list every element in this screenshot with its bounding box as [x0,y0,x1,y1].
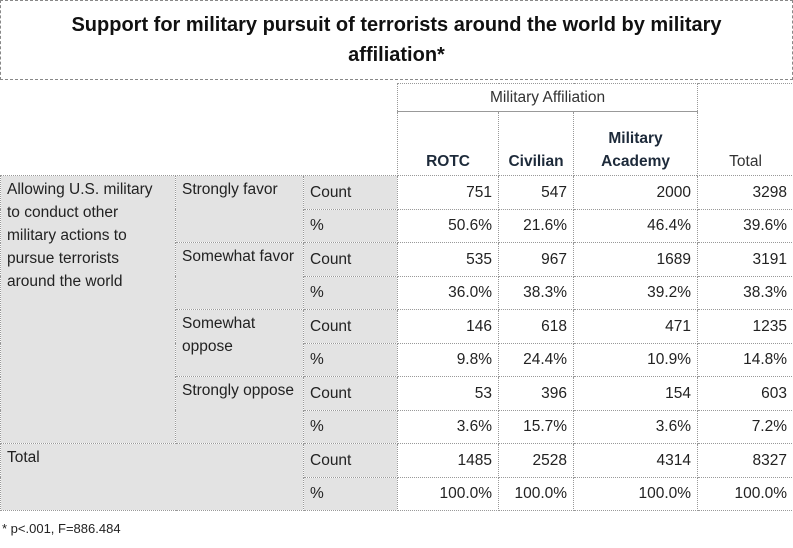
cell-value: 100.0% [397,476,500,511]
cell-value: 396 [498,376,575,411]
data-row: Somewhat oppose Count 146 618 471 1235 [1,309,793,377]
cell-value: 2000 [573,175,699,210]
stat-label: % [302,208,399,243]
category-label: Somewhat oppose [175,309,304,377]
stat-label: % [302,409,399,444]
cell-value: 3298 [697,175,793,210]
data-row: Allowing U.S. military to conduct other … [0,175,793,444]
column-header: Military Academy [573,111,699,176]
cell-value: 39.2% [573,275,699,310]
data-row: % 36.0% 38.3% 39.2% 38.3% [1,275,793,310]
cell-value: 46.4% [573,208,699,243]
cell-value: 1485 [397,443,500,478]
column-header: ROTC [397,111,500,176]
footnote: * p<.001, F=886.484 [2,521,121,536]
cell-value: 154 [573,376,699,411]
stat-label: Count [302,242,399,277]
crosstab: Military Affiliation Total ROTC Civilian… [0,83,793,511]
stat-label: Count [302,175,399,210]
cell-value: 146 [397,309,500,344]
cell-value: 967 [498,242,575,277]
cell-value: 38.3% [498,275,575,310]
stat-label: % [302,275,399,310]
data-row: % 50.6% 21.6% 46.4% 39.6% [1,208,793,243]
row-label: Allowing U.S. military to conduct other … [0,175,176,444]
stat-label: % [302,342,399,377]
cell-value: 36.0% [397,275,500,310]
table-title: Support for military pursuit of terroris… [0,0,793,80]
cell-value: 618 [498,309,575,344]
cell-value: 7.2% [697,409,793,444]
cell-value: 4314 [573,443,699,478]
category-label: Strongly favor [175,175,304,243]
cell-value: 100.0% [697,476,793,511]
group-header: Military Affiliation [397,83,699,112]
cell-value: 3.6% [573,409,699,444]
data-row: % 9.8% 24.4% 10.9% 14.8% [1,342,793,377]
cell-value: 9.8% [397,342,500,377]
column-header: Total [697,83,793,176]
category-label: Strongly oppose [175,376,304,444]
cell-value: 1689 [573,242,699,277]
cell-value: 14.8% [697,342,793,377]
cell-value: 15.7% [498,409,575,444]
cell-value: 547 [498,175,575,210]
stat-label: Count [302,376,399,411]
category-label: Somewhat favor [175,242,304,310]
cell-value: 100.0% [573,476,699,511]
stat-label: Count [302,443,399,478]
cell-value: 50.6% [397,208,500,243]
stat-label: % [302,476,399,511]
cell-value: 10.9% [573,342,699,377]
header-row: ROTC Civilian Military Academy [1,111,793,176]
cell-value: 53 [397,376,500,411]
cell-value: 38.3% [697,275,793,310]
stat-label: Count [302,309,399,344]
cell-value: 751 [397,175,500,210]
cell-value: 1235 [697,309,793,344]
cell-value: 39.6% [697,208,793,243]
cell-value: 603 [697,376,793,411]
data-row: Strongly oppose Count 53 396 154 603 [1,376,793,444]
row-label: Total [0,443,304,511]
corner [0,83,399,176]
table-body: Military Affiliation Total ROTC Civilian… [0,83,793,511]
cell-value: 8327 [697,443,793,478]
cell-value: 535 [397,242,500,277]
data-row: % 100.0% 100.0% 100.0% 100.0% [1,476,793,511]
cell-value: 21.6% [498,208,575,243]
column-header: Civilian [498,111,575,176]
header-row: Military Affiliation Total [0,83,793,176]
data-row: Total Count 1485 2528 4314 8327 [0,443,793,511]
cell-value: 471 [573,309,699,344]
cell-value: 3.6% [397,409,500,444]
cell-value: 100.0% [498,476,575,511]
cell-value: 2528 [498,443,575,478]
cell-value: 24.4% [498,342,575,377]
data-row: % 3.6% 15.7% 3.6% 7.2% [1,409,793,444]
cell-value: 3191 [697,242,793,277]
